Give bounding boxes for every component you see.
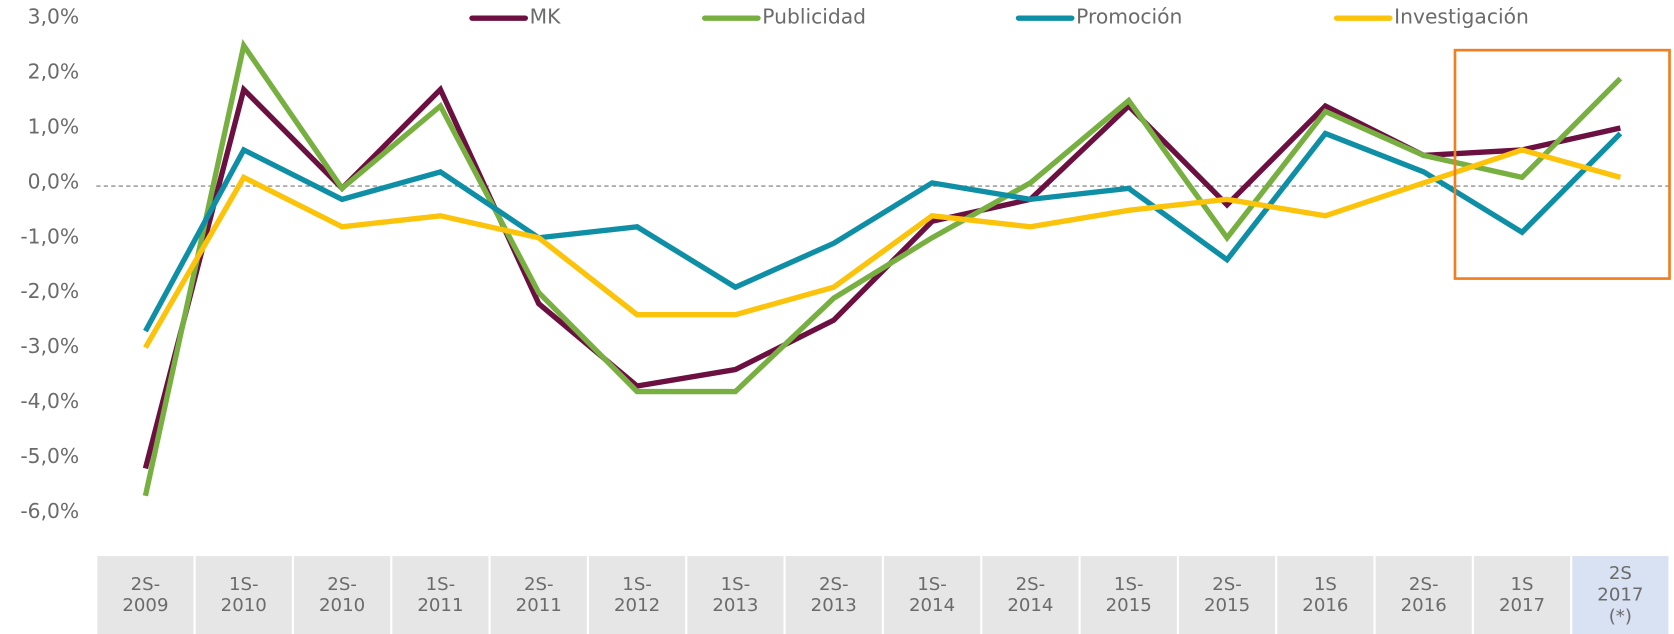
x-tick-label: 2017	[1499, 595, 1545, 616]
x-tick-label: 2011	[417, 595, 463, 616]
y-tick-label: 3,0%	[28, 5, 80, 29]
category-box	[293, 556, 391, 634]
y-tick-label: -6,0%	[20, 499, 79, 523]
x-tick-label: 1S	[1314, 574, 1337, 595]
category-box	[1277, 556, 1374, 634]
y-tick-label: -1,0%	[20, 224, 79, 248]
x-tick-label: 2S-	[1016, 574, 1046, 595]
plot: 2S-20091S-20102S-20101S-20112S-20111S-20…	[20, 5, 1670, 634]
category-box	[1080, 556, 1177, 634]
x-tick-label: 2S-	[1212, 574, 1242, 595]
category-box	[982, 556, 1079, 634]
x-tick-label: 2016	[1401, 595, 1447, 616]
y-tick-label: 2,0%	[28, 60, 80, 84]
category-box	[195, 556, 292, 634]
x-tick-label: 1S-	[622, 574, 652, 595]
x-tick-label: 2S-	[524, 574, 554, 595]
category-box	[687, 556, 784, 634]
x-tick-label: 2S-	[1409, 574, 1439, 595]
series-line	[143, 147, 1622, 349]
category-box	[883, 556, 981, 634]
legend-label: Promoción	[1076, 5, 1182, 29]
category-box	[1572, 556, 1669, 634]
highlight-box	[1453, 48, 1671, 280]
x-tick-label: 2S-	[819, 574, 849, 595]
legend-label: Investigación	[1394, 5, 1529, 29]
x-tick-label: 2015	[1106, 595, 1152, 616]
category-box	[1375, 556, 1472, 634]
x-tick-label: 2012	[614, 595, 660, 616]
x-tick-label: (*)	[1609, 606, 1632, 627]
y-tick-label: 0,0%	[28, 169, 80, 193]
x-tick-label: 2013	[811, 595, 857, 616]
category-box	[1178, 556, 1276, 634]
y-tick-label: -5,0%	[20, 444, 79, 468]
category-box	[785, 556, 882, 634]
x-tick-label: 2014	[909, 595, 955, 616]
category-box	[97, 556, 194, 634]
x-tick-label: 2S-	[131, 574, 161, 595]
category-box	[490, 556, 587, 634]
series-line	[142, 39, 1623, 497]
x-tick-label: 2S-	[327, 574, 357, 595]
x-tick-label: 2015	[1204, 595, 1250, 616]
y-tick-label: 1,0%	[28, 114, 80, 138]
x-tick-label: 1S-	[1114, 574, 1144, 595]
legend-label: Publicidad	[762, 5, 866, 29]
series-line	[143, 130, 1623, 333]
x-tick-label: 2017	[1597, 585, 1643, 606]
x-tick-label: 2013	[712, 595, 758, 616]
x-tick-label: 1S	[1511, 574, 1534, 595]
x-tick-label: 2S	[1609, 563, 1632, 584]
x-tick-label: 1S-	[229, 574, 259, 595]
x-tick-label: 2009	[122, 595, 168, 616]
y-tick-label: -4,0%	[20, 389, 79, 413]
x-tick-label: 2011	[516, 595, 562, 616]
x-tick-label: 1S-	[917, 574, 947, 595]
category-box	[588, 556, 686, 634]
y-tick-label: -2,0%	[20, 279, 79, 303]
category-box	[392, 556, 489, 634]
category-box	[1473, 556, 1571, 634]
x-tick-label: 1S-	[721, 574, 751, 595]
x-tick-label: 1S-	[426, 574, 456, 595]
legend-label: MK	[530, 5, 561, 29]
y-tick-label: -3,0%	[20, 334, 79, 358]
x-tick-label: 2010	[221, 595, 267, 616]
x-tick-label: 2014	[1007, 595, 1053, 616]
x-tick-label: 2010	[319, 595, 365, 616]
x-tick-label: 2016	[1302, 595, 1348, 616]
